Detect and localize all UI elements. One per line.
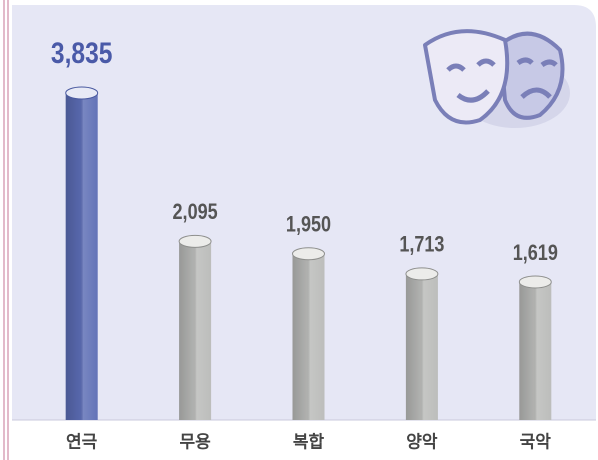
bar-top xyxy=(293,248,325,260)
bar-shade xyxy=(66,93,98,420)
value-label: 1,950 xyxy=(286,213,331,237)
mask-icon xyxy=(425,31,570,128)
x-tick-label: 무용 xyxy=(179,432,211,451)
bar-top xyxy=(66,87,98,99)
value-label: 3,835 xyxy=(51,36,113,70)
chart: 연극 3,835 무용 2,095 복합 1,950 양악 1,713 국악 1,619 xyxy=(0,0,598,460)
bar-shade xyxy=(519,282,551,420)
bar-top xyxy=(179,235,211,247)
x-tick-label: 국악 xyxy=(520,432,552,451)
bar-shade xyxy=(406,274,438,420)
value-label: 1,713 xyxy=(399,233,444,257)
bar-top xyxy=(406,268,438,280)
bar-shade xyxy=(293,254,325,420)
value-label: 1,619 xyxy=(513,241,558,265)
x-tick-label: 양악 xyxy=(406,432,438,451)
bar-shade xyxy=(179,241,211,420)
x-tick-label: 연극 xyxy=(66,432,98,451)
x-tick-label: 복합 xyxy=(293,431,325,451)
bar-top xyxy=(519,276,551,288)
value-label: 2,095 xyxy=(173,201,218,225)
